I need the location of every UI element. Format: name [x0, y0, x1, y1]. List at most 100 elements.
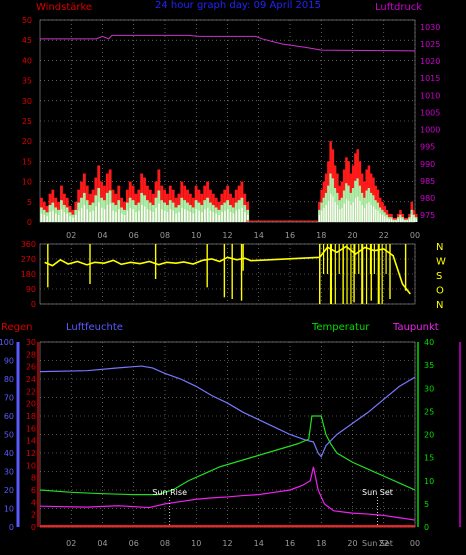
temperature-y-tick-label: 40 — [424, 338, 434, 347]
wind-light-bar — [80, 207, 83, 222]
wind-light-bar — [43, 214, 46, 222]
wind-light-bar — [101, 207, 103, 222]
wind-light-bar — [152, 212, 154, 222]
rain-y-tick-label: 100 — [0, 338, 14, 347]
wind-light-bar — [58, 214, 60, 222]
pressure-y-tick-label: 1025 — [420, 40, 440, 49]
wind-light-bar — [206, 207, 209, 222]
climate-x-tick-label: 14 — [254, 539, 264, 548]
wind-light-bar — [341, 207, 343, 222]
wind-y-tick-label: 10 — [22, 178, 32, 187]
wind-light-bar — [224, 210, 226, 222]
pressure-y-tick-label: 990 — [420, 160, 435, 169]
climate-x-tick-label: 08 — [160, 539, 170, 548]
wind-light-bar — [404, 220, 406, 222]
wind-light-bar — [66, 213, 69, 222]
wind-light-bar — [198, 210, 200, 222]
wind-light-bar — [238, 209, 240, 222]
wind-light-bar — [178, 212, 180, 222]
wind-x-tick-label: 08 — [160, 231, 170, 240]
wind-light-bar — [63, 212, 66, 222]
wind-light-bar — [386, 217, 388, 222]
wind-light-bar — [158, 203, 160, 222]
wind-x-tick-label: 00 — [410, 231, 420, 240]
wind-light-bar — [184, 209, 186, 222]
wind-x-tick-label: 16 — [285, 231, 295, 240]
pressure-y-tick-label: 1000 — [420, 126, 440, 135]
humidity-y-tick-label: 8 — [31, 474, 36, 483]
wind-y-tick-label: 40 — [22, 56, 32, 65]
wind-light-bar — [379, 213, 381, 222]
series-line-taupunkt — [39, 466, 416, 521]
wind-light-bar — [209, 210, 212, 222]
series-line-luftfeuchte — [39, 365, 416, 458]
rain-y-tick-label: 0 — [9, 523, 14, 532]
wind-light-bar — [244, 212, 246, 222]
wind-light-bar — [103, 209, 106, 222]
pressure-y-tick-label: 1015 — [420, 74, 440, 83]
temperature-y-tick-label: 0 — [424, 523, 429, 532]
direction-y-tick-label: 360 — [21, 240, 36, 249]
humidity-y-tick-label: 0 — [31, 523, 36, 532]
wind-light-bar — [123, 214, 126, 222]
wind-light-bar — [235, 210, 238, 222]
wind-light-bar — [201, 212, 203, 222]
rain-y-tick-label: 10 — [4, 505, 14, 514]
wind-light-bar — [345, 199, 348, 222]
temperature-y-tick-label: 25 — [424, 407, 434, 416]
wind-light-bar — [390, 219, 393, 222]
rain-y-tick-label: 70 — [4, 394, 14, 403]
wind-light-bar — [192, 213, 195, 222]
wind-light-bar — [112, 210, 114, 222]
wind-x-tick-label: 04 — [97, 231, 107, 240]
wind-light-bar — [72, 217, 74, 222]
wind-light-bar — [325, 205, 327, 222]
wind-light-bar — [212, 212, 215, 222]
climate-x-tick-label: 04 — [97, 539, 107, 548]
wind-light-bar — [350, 205, 352, 222]
wind-light-bar — [348, 200, 350, 222]
pressure-line — [40, 34, 416, 52]
wind-light-bar — [402, 219, 404, 222]
wind-light-bar — [411, 214, 413, 222]
wind-y-tick-label: 25 — [22, 117, 32, 126]
wind-x-tick-label: 02 — [66, 231, 76, 240]
pressure-y-tick-label: 975 — [420, 211, 435, 220]
wind-light-bar — [399, 217, 402, 222]
wind-light-bar — [109, 203, 112, 222]
humidity-y-tick-label: 30 — [26, 338, 36, 347]
wind-light-bar — [181, 207, 183, 222]
wind-light-bar — [132, 209, 134, 222]
wind-light-bar — [169, 209, 172, 222]
wind-x-tick-label: 18 — [316, 231, 326, 240]
humidity-y-tick-label: 4 — [31, 498, 36, 507]
pressure-y-tick-label: 1010 — [420, 91, 440, 100]
wind-light-bar — [164, 210, 166, 222]
wind-y-tick-label: 20 — [22, 137, 32, 146]
wind-light-bar — [172, 210, 175, 222]
wind-light-bar — [336, 205, 339, 222]
wind-x-tick-label: 12 — [222, 231, 232, 240]
pressure-y-tick-label: 1020 — [420, 57, 440, 66]
wind-light-bar — [232, 213, 235, 222]
rain-y-tick-label: 30 — [4, 468, 14, 477]
pressure-y-tick-label: 980 — [420, 194, 435, 203]
wind-light-bar — [241, 207, 243, 222]
pressure-y-tick-label: 985 — [420, 177, 435, 186]
wind-light-bar — [372, 206, 375, 222]
wind-light-bar — [149, 210, 152, 222]
climate-x-tick-label: 22 — [379, 539, 389, 548]
direction-y-tick-label: 0 — [31, 300, 36, 309]
temperature-y-tick-label: 35 — [424, 361, 434, 370]
sun-marker-label: Sun Rise — [152, 488, 187, 497]
wind-light-bar — [95, 206, 97, 222]
wind-light-bar — [357, 196, 359, 222]
climate-x-tick-label: 12 — [222, 539, 232, 548]
wind-light-bar — [352, 202, 354, 222]
wind-y-tick-label: 15 — [22, 157, 32, 166]
wind-light-bar — [55, 213, 57, 222]
humidity-y-tick-label: 6 — [31, 486, 36, 495]
climate-x-tick-label: Sun Set — [362, 539, 393, 548]
direction-y-tick-label: 90 — [26, 285, 36, 294]
humidity-y-tick-label: 16 — [26, 424, 36, 433]
